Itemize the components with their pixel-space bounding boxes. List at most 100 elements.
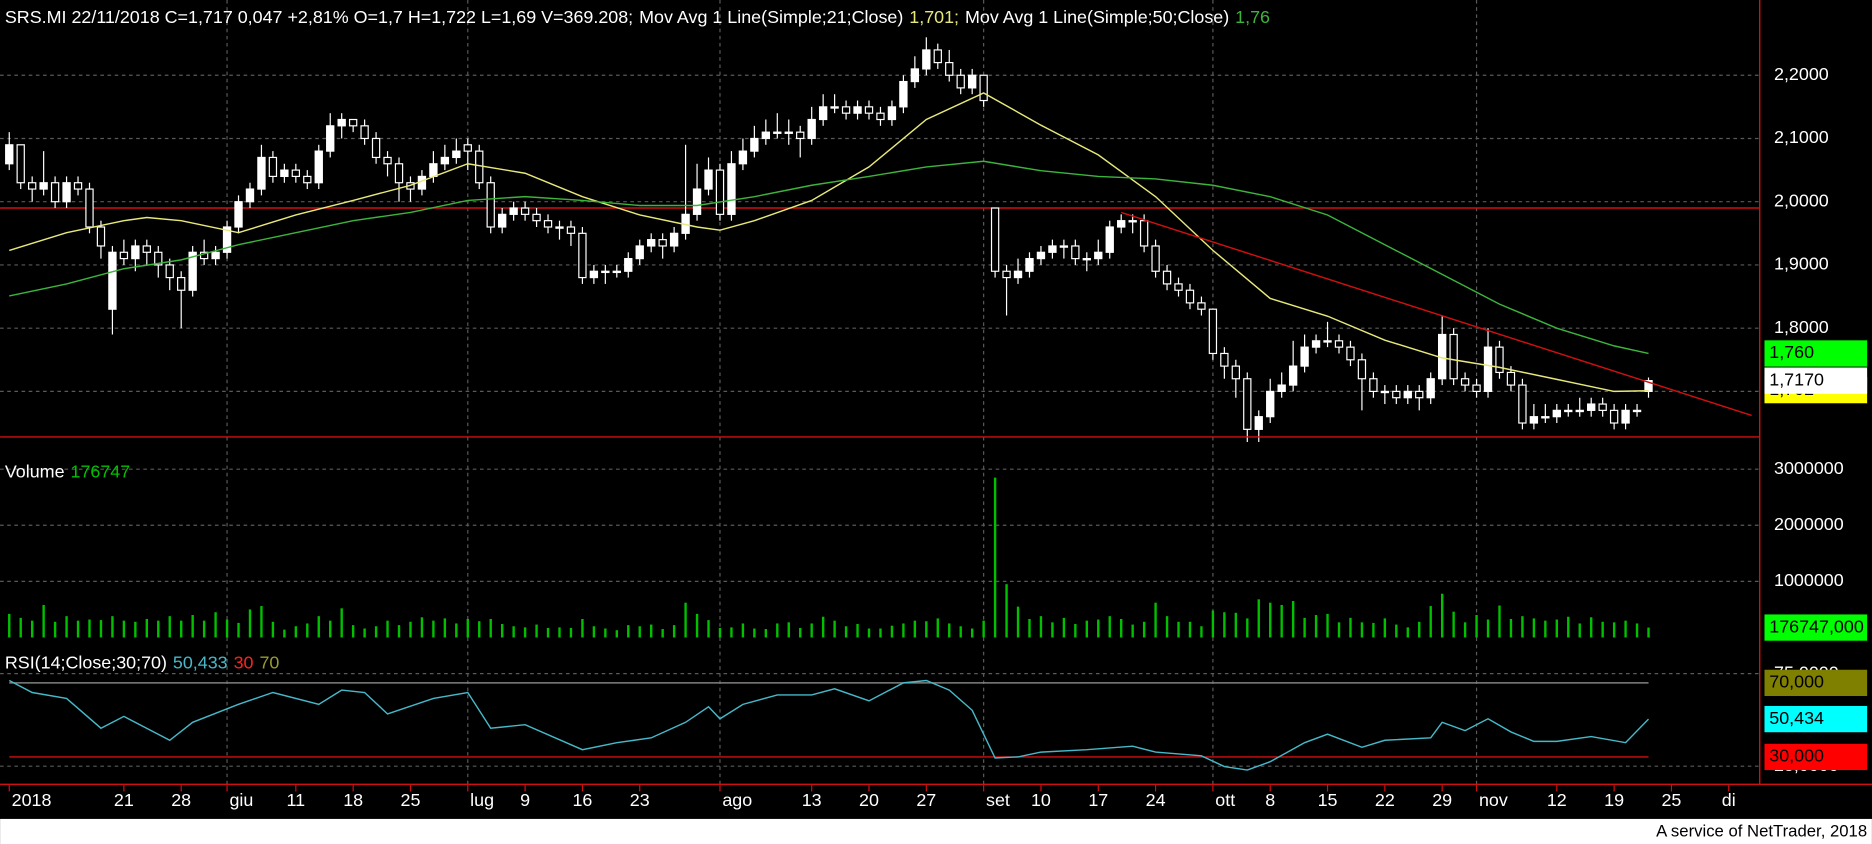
volume-bar (1303, 617, 1306, 638)
candle-body (1495, 346, 1504, 374)
candle-body (647, 239, 656, 247)
volume-bar (478, 621, 481, 638)
candle-body (222, 226, 232, 253)
volume-bar (718, 627, 722, 638)
candle-body (429, 163, 438, 178)
volume-bar (650, 624, 653, 638)
label-layer: 1,70001,80001,90002,00002,10002,2000SRS.… (5, 7, 1868, 810)
volume-bar (1544, 620, 1547, 638)
legend: Volume 176747 (5, 461, 130, 481)
candle-body (1426, 378, 1435, 399)
volume-bar (122, 620, 126, 638)
candle-body (62, 182, 71, 203)
footer-bar (0, 818, 1872, 844)
value-box (1764, 614, 1868, 641)
candle-body (268, 156, 278, 178)
candle-body (658, 239, 667, 247)
legend: SRS.MI 22/11/2018 C=1,717 0,047 +2,81% O… (5, 7, 1270, 27)
volume-bar (1647, 627, 1650, 638)
x-tick-label: lug (470, 790, 494, 810)
volume-bar (615, 630, 619, 638)
volume-bar (764, 629, 768, 638)
volume-bar (1406, 627, 1409, 638)
candle-body (922, 49, 931, 70)
volume-bar (810, 623, 813, 638)
volume-bar (741, 623, 745, 638)
volume-bar (1624, 620, 1627, 638)
volume-bar (42, 604, 45, 638)
volume-bar (776, 623, 779, 638)
value-box (1764, 743, 1868, 771)
volume-bar (1085, 620, 1088, 638)
volume-bar (1016, 606, 1020, 638)
volume-bar (1486, 619, 1490, 638)
candle-body (841, 106, 851, 114)
candle-body (1346, 346, 1355, 361)
legend-entry: 30 (234, 652, 254, 672)
candle-body (1277, 384, 1286, 392)
x-tick-label: 11 (287, 790, 306, 810)
candle-body (1460, 378, 1470, 386)
candle-body (234, 201, 243, 228)
candle-body (1564, 409, 1573, 413)
volume-bar (1567, 616, 1570, 638)
y-tick-label: 3000000 (1774, 458, 1844, 478)
volume-bar (19, 617, 22, 638)
candle-body (1059, 245, 1069, 248)
x-tick-label: 29 (1432, 790, 1452, 810)
candle-body (715, 169, 725, 215)
x-tick-label: set (986, 790, 1010, 810)
value-box-label: 1,760 (1769, 342, 1814, 362)
volume-bar (1475, 615, 1478, 638)
value-box (1764, 669, 1868, 697)
volume-bar (409, 621, 412, 638)
volume-bar (145, 618, 149, 638)
volume-bar (1154, 602, 1157, 638)
candle-body (1392, 390, 1401, 399)
volume-bar (420, 617, 424, 638)
rsi-line (8, 679, 1650, 771)
x-tick-label: 28 (171, 790, 191, 810)
candle-body (1311, 340, 1321, 348)
candle-body (692, 188, 702, 215)
candle-body (1369, 378, 1378, 392)
volume-bar (1120, 618, 1123, 638)
volume-bar (260, 606, 263, 638)
candle-body (326, 125, 335, 152)
x-tick-label: 2018 (12, 790, 52, 810)
legend-entry: Mov Avg 1 Line(Simple;50;Close) (965, 7, 1229, 27)
candle-body (1254, 416, 1263, 430)
candle-body (784, 131, 793, 134)
volume-bar (1257, 599, 1260, 638)
volume-bar (500, 624, 504, 638)
legend-entry: 176747 (71, 461, 131, 481)
volume-bar (856, 624, 859, 638)
value-box-label: 176747,000 (1769, 616, 1864, 636)
legend-entry: 1,76 (1235, 7, 1270, 27)
candle-body (85, 188, 94, 228)
legend-entry: 70 (259, 652, 279, 672)
candle-body (463, 144, 472, 152)
volume-bar (1578, 623, 1581, 638)
footer: A service of NetTrader, 2018 (1656, 821, 1867, 840)
y-tick-label: 2000000 (1774, 514, 1844, 534)
candle-body (417, 175, 427, 190)
candle-body (257, 156, 266, 190)
volume-bar (867, 628, 871, 638)
candle-body (371, 137, 381, 159)
volume-bar (1395, 624, 1398, 638)
candle-body (704, 169, 713, 190)
legend: RSI(14;Close;30;70) 50,433 30 70 (5, 652, 280, 672)
volume-bar (134, 621, 137, 638)
volume-bar (1349, 617, 1352, 638)
candle-body (154, 251, 163, 266)
candle-body (945, 62, 954, 76)
volume-bar (1372, 622, 1375, 638)
candle-body (864, 106, 874, 114)
legend-entry: Mov Avg 1 Line(Simple;21;Close) (639, 7, 903, 27)
volume-bar (512, 626, 515, 638)
volume-bar (191, 615, 194, 638)
volume-bar (1269, 602, 1272, 638)
candle-body (1243, 378, 1252, 430)
